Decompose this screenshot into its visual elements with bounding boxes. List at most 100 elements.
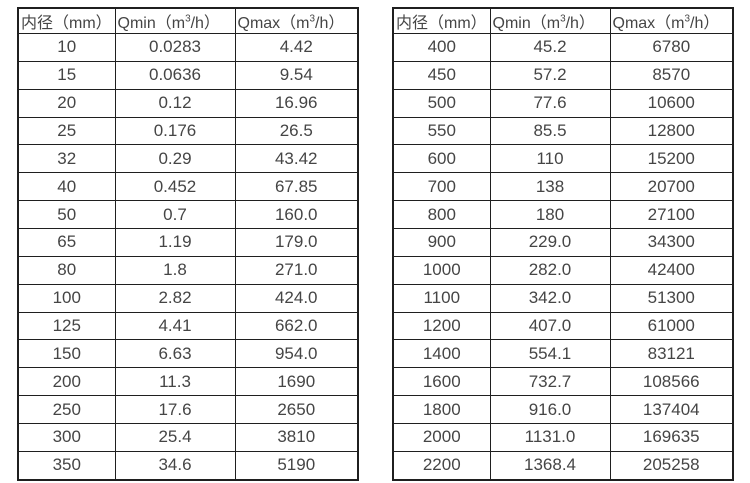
flow-spec-table-small-diameters: 内径（mm） Qmin（m3/h） Qmax（m3/h） 10 0.0283 4.42 1… [17, 7, 359, 481]
cell-qmax: 20700 [609, 172, 734, 202]
cell-qmax: 1690 [234, 367, 359, 397]
table-row: 800 180 27100 [392, 200, 734, 230]
header-qmax: Qmax（m3/h） [234, 7, 359, 34]
cell-qmax: 108566 [609, 367, 734, 397]
cell-qmin: 342.0 [489, 283, 611, 313]
cell-diameter: 65 [17, 228, 116, 257]
cell-qmin: 2.82 [114, 283, 236, 313]
table-row: 300 25.4 3810 [17, 423, 359, 452]
cell-qmin: 282.0 [489, 255, 611, 285]
cell-qmax: 12800 [609, 116, 734, 146]
table-header-row: 内径（mm） Qmin（m3/h） Qmax（m3/h） [17, 7, 359, 34]
cell-qmin: 1131.0 [489, 423, 611, 452]
cell-qmin: 407.0 [489, 311, 611, 341]
header-qmin: Qmin（m3/h） [114, 7, 236, 34]
header-qmax: Qmax（m3/h） [609, 7, 734, 34]
cell-diameter: 900 [392, 228, 491, 257]
cell-diameter: 100 [17, 283, 116, 313]
cell-diameter: 1100 [392, 283, 491, 313]
cell-qmax: 3810 [234, 423, 359, 452]
cell-qmax: 954.0 [234, 339, 359, 369]
table-row: 250 17.6 2650 [17, 395, 359, 425]
cell-qmin: 0.0283 [114, 33, 236, 62]
table-row: 1200 407.0 61000 [392, 311, 734, 341]
cell-diameter: 80 [17, 255, 116, 285]
cell-diameter: 200 [17, 367, 116, 397]
cell-qmin: 57.2 [489, 60, 611, 90]
cell-qmax: 15200 [609, 144, 734, 174]
table-row: 700 138 20700 [392, 172, 734, 202]
cell-qmin: 0.0636 [114, 60, 236, 90]
table-row: 600 110 15200 [392, 144, 734, 174]
cell-qmax: 8570 [609, 60, 734, 90]
cell-diameter: 1200 [392, 311, 491, 341]
cell-diameter: 1600 [392, 367, 491, 397]
table-row: 1600 732.7 108566 [392, 367, 734, 397]
cell-diameter: 150 [17, 339, 116, 369]
cell-qmin: 110 [489, 144, 611, 174]
table-row: 内径（mm） Qmin（m3/h） Qmax（m3/h） [17, 7, 359, 34]
cell-diameter: 32 [17, 144, 116, 174]
cell-qmin: 77.6 [489, 88, 611, 118]
table-body: 10 0.0283 4.42 15 0.0636 9.54 20 0.12 16.96 25 0.1… [17, 33, 359, 481]
cell-qmin: 34.6 [114, 450, 236, 481]
cell-qmax: 179.0 [234, 228, 359, 257]
table-row: 1400 554.1 83121 [392, 339, 734, 369]
cell-qmax: 4.42 [234, 33, 359, 62]
table-row: 40 0.452 67.85 [17, 172, 359, 202]
cell-diameter: 800 [392, 200, 491, 230]
cell-diameter: 700 [392, 172, 491, 202]
cell-qmin: 732.7 [489, 367, 611, 397]
cell-qmax: 424.0 [234, 283, 359, 313]
table-row: 1800 916.0 137404 [392, 395, 734, 425]
cell-qmax: 16.96 [234, 88, 359, 118]
header-diameter: 内径（mm） [17, 7, 116, 34]
cell-qmax: 26.5 [234, 116, 359, 146]
cell-qmax: 67.85 [234, 172, 359, 202]
cell-diameter: 500 [392, 88, 491, 118]
table-row: 400 45.2 6780 [392, 33, 734, 62]
cell-diameter: 125 [17, 311, 116, 341]
cell-qmin: 45.2 [489, 33, 611, 62]
cell-qmin: 229.0 [489, 228, 611, 257]
cell-qmax: 271.0 [234, 255, 359, 285]
table-row: 15 0.0636 9.54 [17, 60, 359, 90]
cell-qmin: 180 [489, 200, 611, 230]
cell-qmin: 1368.4 [489, 450, 611, 481]
cell-diameter: 350 [17, 450, 116, 481]
cell-qmax: 137404 [609, 395, 734, 425]
cell-diameter: 25 [17, 116, 116, 146]
cell-qmin: 85.5 [489, 116, 611, 146]
cell-diameter: 1800 [392, 395, 491, 425]
cell-qmax: 5190 [234, 450, 359, 481]
cell-qmin: 0.452 [114, 172, 236, 202]
cell-qmin: 916.0 [489, 395, 611, 425]
header-diameter: 内径（mm） [392, 7, 491, 34]
cell-qmin: 17.6 [114, 395, 236, 425]
cell-diameter: 400 [392, 33, 491, 62]
cell-qmax: 61000 [609, 311, 734, 341]
cell-qmin: 0.7 [114, 200, 236, 230]
cell-qmax: 160.0 [234, 200, 359, 230]
cell-qmax: 9.54 [234, 60, 359, 90]
cell-diameter: 1000 [392, 255, 491, 285]
table-row: 20 0.12 16.96 [17, 88, 359, 118]
cell-diameter: 450 [392, 60, 491, 90]
table-row: 50 0.7 160.0 [17, 200, 359, 230]
table-row: 350 34.6 5190 [17, 450, 359, 481]
cell-qmax: 6780 [609, 33, 734, 62]
cell-qmax: 169635 [609, 423, 734, 452]
table-row: 1100 342.0 51300 [392, 283, 734, 313]
cell-diameter: 2200 [392, 450, 491, 481]
cell-qmin: 0.12 [114, 88, 236, 118]
cell-qmax: 662.0 [234, 311, 359, 341]
table-row: 65 1.19 179.0 [17, 228, 359, 257]
cell-qmax: 205258 [609, 450, 734, 481]
table-row: 100 2.82 424.0 [17, 283, 359, 313]
header-qmin: Qmin（m3/h） [489, 7, 611, 34]
table-row: 500 77.6 10600 [392, 88, 734, 118]
cell-qmin: 25.4 [114, 423, 236, 452]
table-row: 10 0.0283 4.42 [17, 33, 359, 62]
cell-qmax: 43.42 [234, 144, 359, 174]
cell-qmax: 27100 [609, 200, 734, 230]
